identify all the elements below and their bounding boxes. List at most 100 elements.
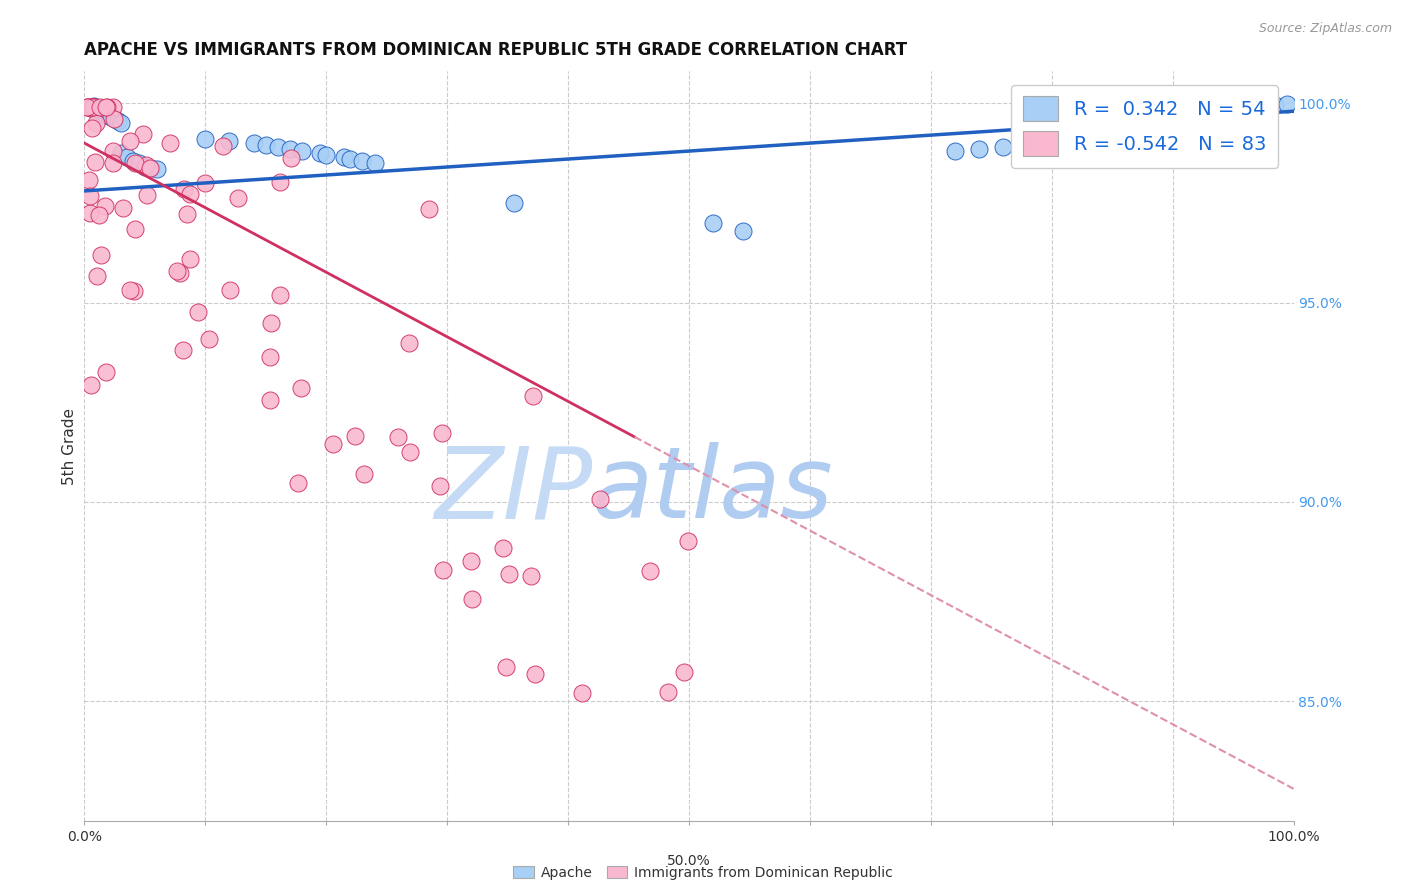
Point [90, 247, 112, 261]
Point [278, 142, 301, 156]
Point [83, 155, 105, 169]
Point [461, 592, 484, 607]
Point [290, 381, 312, 395]
Point [254, 138, 277, 153]
Point [134, 160, 156, 174]
Point [112, 201, 135, 215]
Point [169, 266, 191, 280]
Point [1088, 128, 1111, 142]
Point [194, 176, 217, 190]
Point [571, 686, 593, 700]
Text: Source: ZipAtlas.com: Source: ZipAtlas.com [1258, 22, 1392, 36]
Point [259, 392, 281, 407]
Point [179, 186, 201, 201]
Point [103, 100, 125, 114]
Point [135, 158, 157, 172]
Point [492, 541, 515, 555]
Point [139, 161, 162, 175]
Point [322, 437, 344, 451]
Point [82, 100, 104, 114]
Point [1114, 124, 1136, 138]
Point [993, 140, 1015, 154]
Point [121, 154, 143, 169]
Point [352, 154, 374, 169]
Point [103, 112, 125, 127]
Point [589, 491, 612, 506]
Point [502, 195, 524, 210]
Point [269, 288, 291, 302]
Text: APACHE VS IMMIGRANTS FROM DOMINICAN REPUBLIC 5TH GRADE CORRELATION CHART: APACHE VS IMMIGRANTS FROM DOMINICAN REPU… [84, 41, 907, 59]
Point [90, 105, 112, 120]
Point [76, 100, 98, 114]
Point [733, 224, 755, 238]
Point [1264, 98, 1286, 112]
Point [136, 188, 159, 202]
Point [80, 100, 103, 114]
Point [76, 100, 98, 114]
Point [211, 139, 233, 153]
Legend: R =  0.342   N = 54, R = -0.542   N = 83: R = 0.342 N = 54, R = -0.542 N = 83 [1011, 85, 1278, 168]
Point [291, 144, 314, 158]
Point [115, 150, 138, 164]
Point [86, 268, 108, 283]
Point [80, 100, 103, 114]
Point [120, 284, 142, 298]
Point [260, 317, 283, 331]
Point [132, 127, 155, 141]
Point [166, 264, 188, 278]
Point [96, 100, 118, 114]
Point [172, 343, 194, 357]
Point [1253, 100, 1275, 114]
Point [522, 389, 544, 403]
Point [94, 108, 117, 122]
Text: 50.0%: 50.0% [666, 855, 711, 868]
Point [269, 175, 291, 189]
Point [218, 283, 240, 297]
Point [146, 161, 169, 176]
Point [640, 564, 662, 578]
Point [124, 156, 146, 170]
Point [76, 100, 98, 114]
Point [228, 191, 250, 205]
Point [430, 425, 453, 440]
Point [83, 99, 105, 113]
Point [79, 100, 101, 114]
Point [93, 106, 115, 120]
Point [495, 660, 517, 674]
Point [80, 378, 103, 392]
Point [242, 136, 264, 150]
Point [79, 188, 101, 202]
Point [194, 132, 217, 146]
Point [104, 112, 127, 127]
Point [128, 156, 150, 170]
Point [259, 350, 281, 364]
Point [460, 554, 482, 568]
Point [1234, 102, 1257, 116]
Point [82, 102, 104, 116]
Point [280, 151, 302, 165]
Point [432, 563, 454, 577]
Point [429, 479, 451, 493]
Point [309, 146, 332, 161]
Point [353, 467, 375, 481]
Point [87, 208, 110, 222]
Point [1277, 97, 1299, 112]
Point [124, 284, 146, 298]
Point [1137, 116, 1160, 130]
Point [84, 115, 107, 129]
Point [89, 100, 111, 114]
Point [87, 103, 110, 118]
Point [80, 120, 103, 135]
Point [418, 202, 440, 217]
Point [124, 222, 146, 236]
Point [159, 136, 181, 150]
Point [96, 366, 118, 380]
Point [79, 206, 101, 220]
Point [110, 146, 132, 161]
Point [267, 140, 290, 154]
Point [363, 156, 385, 170]
Point [79, 173, 101, 187]
Point [101, 156, 124, 170]
Point [110, 116, 132, 130]
Y-axis label: 5th Grade: 5th Grade [62, 408, 77, 484]
